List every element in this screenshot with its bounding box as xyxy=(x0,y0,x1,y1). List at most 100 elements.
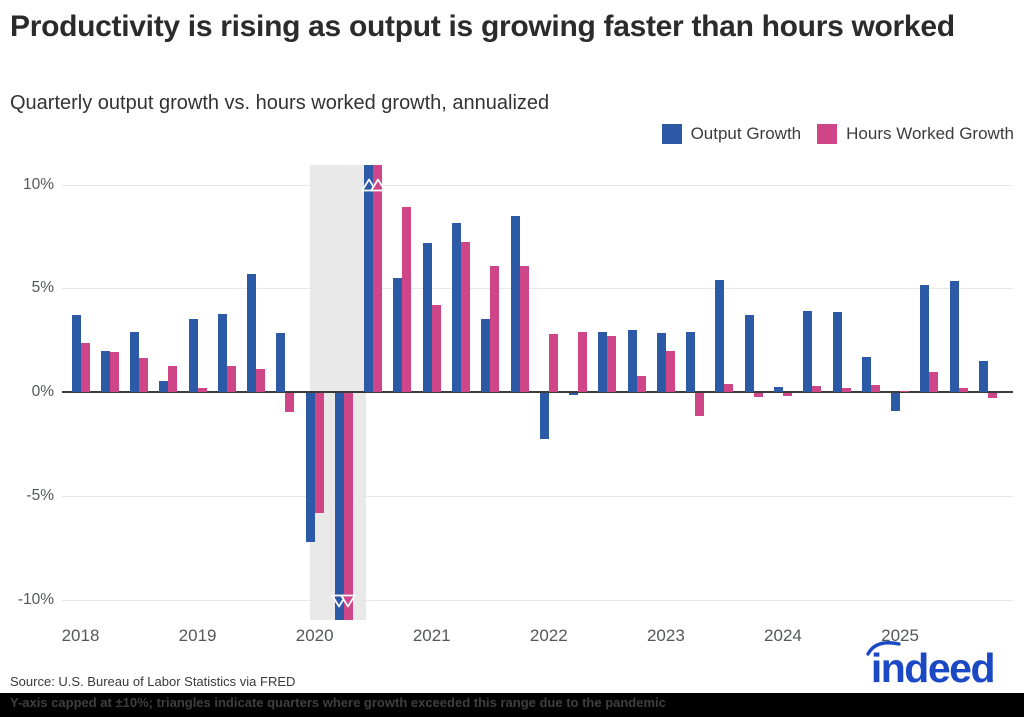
bar xyxy=(343,393,353,621)
bar xyxy=(753,393,763,398)
bar xyxy=(686,331,696,392)
bar xyxy=(431,304,441,392)
bar xyxy=(548,333,558,392)
y-tick-label: -10% xyxy=(17,590,54,608)
x-tick-label: 2018 xyxy=(61,626,100,645)
page-title: Productivity is rising as output is grow… xyxy=(10,10,955,43)
cap-triangle-icon xyxy=(340,594,357,607)
bar xyxy=(782,393,792,397)
bar xyxy=(305,393,315,543)
bar xyxy=(929,372,939,392)
bar xyxy=(861,356,871,392)
gridline xyxy=(62,391,1013,393)
bar xyxy=(314,393,324,514)
bar xyxy=(636,376,646,392)
bar xyxy=(159,380,169,392)
bar xyxy=(276,332,286,392)
bar xyxy=(803,311,813,392)
output-growth-swatch-icon xyxy=(661,124,682,144)
legend-label-output-growth: Output Growth xyxy=(690,124,802,143)
x-tick-label: 2023 xyxy=(646,626,685,645)
bar xyxy=(812,385,822,392)
bar xyxy=(665,350,675,392)
bar xyxy=(452,222,461,392)
bar xyxy=(71,315,81,392)
page-subtitle: Quarterly output growth vs. hours worked… xyxy=(10,92,550,114)
bar xyxy=(656,332,666,392)
bar xyxy=(607,335,617,392)
bar xyxy=(402,207,412,392)
bar xyxy=(168,366,178,392)
gridline xyxy=(62,184,1013,186)
bar xyxy=(139,357,149,392)
bar xyxy=(519,266,529,392)
x-tick-label: 2025 xyxy=(881,626,919,645)
bar xyxy=(100,350,110,392)
y-tick-label: 5% xyxy=(31,279,54,297)
indeed-logo: indeed xyxy=(866,641,996,691)
gridline xyxy=(62,495,1013,497)
indeed-logo-text: indeed xyxy=(870,645,996,691)
bar xyxy=(109,351,119,392)
cap-triangle-icon xyxy=(361,178,377,191)
bar xyxy=(891,393,901,411)
bar xyxy=(744,315,754,392)
logo-arc-icon xyxy=(866,641,901,656)
hours-worked-growth-swatch-icon xyxy=(817,124,838,144)
bar xyxy=(461,241,470,392)
source-text: Source: U.S. Bureau of Labor Statistics … xyxy=(10,674,296,689)
x-tick-label: 2024 xyxy=(764,626,802,645)
bar xyxy=(481,319,491,392)
legend-label-hours-worked-growth: Hours Worked Growth xyxy=(846,124,1014,143)
y-tick-label: 0% xyxy=(31,383,54,400)
bar xyxy=(900,390,910,392)
bar xyxy=(949,280,959,392)
bar xyxy=(598,331,608,392)
bar xyxy=(373,164,383,392)
gridline xyxy=(62,288,1013,290)
bar xyxy=(958,387,968,392)
footnote-bar: Y-axis capped at ±10%; triangles indicat… xyxy=(0,693,1024,717)
bar xyxy=(217,314,227,392)
x-tick-label: 2021 xyxy=(412,626,451,645)
bar xyxy=(715,279,725,392)
bar xyxy=(364,164,374,392)
y-tick-label: 10% xyxy=(22,175,54,193)
bar xyxy=(247,273,257,392)
x-tick-label: 2019 xyxy=(178,626,217,645)
bar xyxy=(724,383,734,392)
legend-item-hours-worked-growth: Hours Worked Growth xyxy=(817,124,1014,144)
y-tick-label: -5% xyxy=(26,486,54,504)
bar xyxy=(695,393,705,416)
cap-triangle-icon xyxy=(331,594,348,607)
bar xyxy=(197,387,207,392)
bar xyxy=(841,387,851,392)
bar xyxy=(334,393,344,621)
bar xyxy=(627,329,637,392)
x-tick-label: 2020 xyxy=(295,626,334,645)
bar xyxy=(393,277,403,392)
bar xyxy=(978,360,988,392)
bar xyxy=(256,369,266,392)
bar xyxy=(188,319,198,392)
cap-triangle-icon xyxy=(370,178,386,191)
bar xyxy=(920,285,930,392)
bar xyxy=(870,384,880,392)
legend: Output Growth Hours Worked Growth xyxy=(661,124,1014,144)
bar xyxy=(773,386,783,392)
bar xyxy=(987,393,997,399)
bar xyxy=(422,242,432,392)
bar xyxy=(226,366,236,392)
x-tick-label: 2022 xyxy=(529,626,568,645)
gridline xyxy=(62,599,1013,601)
bar xyxy=(130,331,140,392)
legend-item-output-growth: Output Growth xyxy=(661,124,802,144)
bar xyxy=(832,312,842,392)
bar xyxy=(569,393,579,396)
bar xyxy=(578,331,588,392)
bar xyxy=(80,343,90,392)
bar xyxy=(510,215,520,392)
bar xyxy=(285,393,295,412)
